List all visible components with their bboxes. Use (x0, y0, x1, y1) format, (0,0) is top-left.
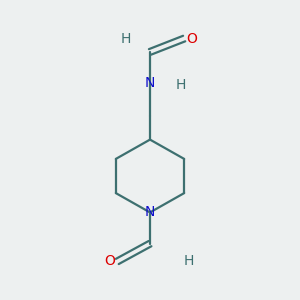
Text: N: N (145, 76, 155, 90)
Text: O: O (186, 32, 197, 46)
Text: N: N (145, 206, 155, 219)
Text: H: H (176, 78, 186, 92)
Text: H: H (184, 254, 194, 268)
Text: H: H (121, 32, 131, 46)
Text: O: O (104, 254, 115, 268)
